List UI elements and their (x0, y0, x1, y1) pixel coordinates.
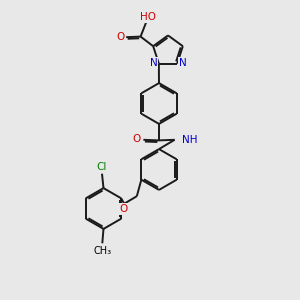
Text: Cl: Cl (96, 162, 106, 172)
Text: O: O (133, 134, 141, 144)
Text: CH₃: CH₃ (93, 246, 111, 256)
Text: N: N (179, 58, 186, 68)
Text: N: N (150, 58, 157, 68)
Text: HO: HO (140, 12, 156, 22)
Text: NH: NH (182, 135, 198, 145)
Text: O: O (116, 32, 124, 42)
Text: O: O (119, 204, 128, 214)
